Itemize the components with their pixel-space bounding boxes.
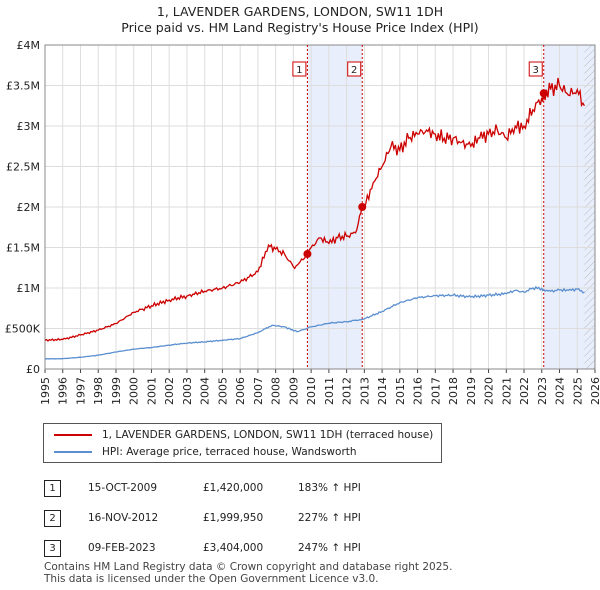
sale-badge: 1 [44,479,61,497]
x-tick-label: 2024 [554,377,567,405]
sale-date: 15-OCT-2009 [88,482,157,494]
x-tick-label: 2023 [536,377,549,405]
x-tick-label: 2014 [376,377,389,405]
hpi-line [44,285,585,360]
x-tick-label: 2026 [589,377,600,405]
table-row: 3 09-FEB-2023 £3,404,000 247% ↑ HPI [44,533,361,563]
chart-title: 1, LAVENDER GARDENS, LONDON, SW11 1DH [156,4,444,19]
sale-label: 3 [533,65,539,76]
sales-table: 1 15-OCT-2009 £1,420,000 183% ↑ HPI 2 16… [44,473,361,563]
sale-point [539,89,548,98]
x-tick-label: 2003 [181,377,194,405]
legend-item-hpi: HPI: Average price, terraced house, Wand… [54,444,357,460]
x-tick-label: 1995 [39,377,52,405]
sale-label-box [292,61,307,77]
x-tick-label: 2021 [500,377,513,405]
y-tick-label: £500K [5,323,41,336]
sale-point [358,203,367,212]
sale-label: 2 [351,65,357,76]
y-tick-label: £1M [17,282,41,295]
footer-licence: This data is licensed under the Open Gov… [44,573,379,585]
legend-swatch-hpi [54,451,92,453]
legend-swatch-property [54,434,92,436]
sale-label: 1 [296,65,302,76]
legend-item-property: 1, LAVENDER GARDENS, LONDON, SW11 1DH (t… [54,427,433,443]
x-tick-label: 2011 [323,377,336,405]
x-tick-label: 2016 [412,377,425,405]
sale-hpi: 247% ↑ HPI [298,542,361,554]
x-tick-label: 2002 [163,377,176,405]
x-tick-label: 2006 [234,377,247,405]
table-row: 2 16-NOV-2012 £1,999,950 227% ↑ HPI [44,503,361,533]
y-tick-label: £3.5M [6,80,40,93]
footer: Contains HM Land Registry data © Crown c… [44,561,452,585]
table-row: 1 15-OCT-2009 £1,420,000 183% ↑ HPI [44,473,361,503]
x-tick-label: 2012 [341,377,354,405]
x-tick-label: 2005 [216,377,229,405]
y-tick-label: £1.5M [6,242,40,255]
x-tick-label: 2000 [128,377,141,405]
sale-label-box [347,61,362,77]
sale-price: £3,404,000 [203,542,264,554]
sale-price: £1,999,950 [203,512,264,524]
x-tick-label: 1996 [57,377,70,405]
price-chart: £0 £500K £1M £1.5M £2M £2.5M £3M £3.5M £4M 1995 19… [5,39,600,405]
x-tick-label: 1998 [92,377,105,405]
x-tick-label: 2004 [199,377,212,405]
x-tick-label: 2008 [270,377,283,405]
plot-border [44,44,596,370]
x-tick-label: 2007 [252,377,265,405]
x-tick-label: 2025 [571,377,584,405]
x-tick-label: 2018 [447,377,460,405]
x-tick-label: 2019 [465,377,478,405]
x-tick-label: 2013 [358,377,371,405]
x-tick-label: 2020 [483,377,496,405]
sale-date: 16-NOV-2012 [88,512,159,524]
sale-hpi: 183% ↑ HPI [298,482,361,494]
property-line [44,77,585,342]
y-tick-label: £2M [17,201,41,214]
sale-label-box [528,61,543,77]
x-tick-label: 2001 [145,377,158,405]
legend-label-property: 1, LAVENDER GARDENS, LONDON, SW11 1DH (t… [102,429,434,441]
footer-copyright: Contains HM Land Registry data © Crown c… [44,561,453,573]
legend-label-hpi: HPI: Average price, terraced house, Wand… [102,446,357,458]
sale-hpi: 227% ↑ HPI [298,512,361,524]
x-tick-label: 1999 [110,377,123,405]
x-tick-label: 2009 [287,377,300,405]
x-tick-label: 1997 [74,377,87,405]
chart-subtitle: Price paid vs. HM Land Registry's House … [121,20,479,35]
y-tick-label: £3M [17,120,41,133]
sale-point [303,249,312,258]
y-tick-label: £0 [26,363,40,376]
x-tick-label: 2017 [429,377,442,405]
sale-badge: 3 [44,539,61,557]
x-tick-label: 2015 [394,377,407,405]
x-tick-label: 2022 [518,377,531,405]
y-tick-label: £4M [17,39,41,52]
legend: 1, LAVENDER GARDENS, LONDON, SW11 1DH (t… [43,423,442,463]
y-tick-label: £2.5M [6,161,40,174]
sale-price: £1,420,000 [203,482,264,494]
sale-badge: 2 [44,509,61,527]
sale-date: 09-FEB-2023 [88,542,156,554]
x-tick-label: 2010 [305,377,318,405]
